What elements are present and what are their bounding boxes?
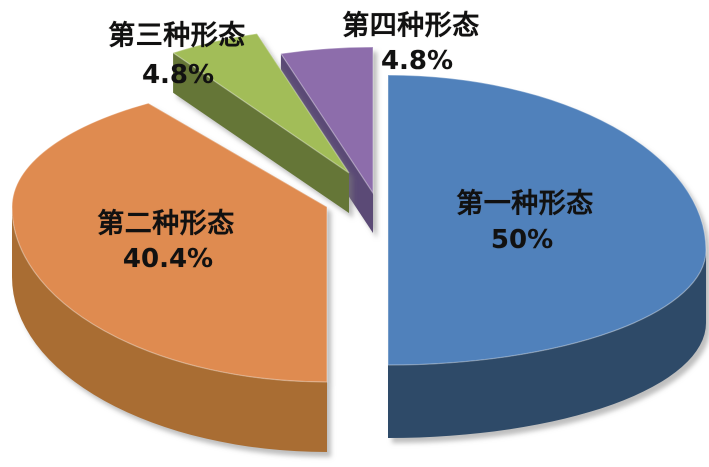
- slice-label-third: 第三种形态: [108, 20, 246, 52]
- pie-slice-1: [387, 74, 707, 438]
- pie-slice-2: [11, 102, 328, 452]
- slice-percent-first: 50%: [490, 225, 554, 255]
- slice-label-first: 第一种形态: [456, 188, 594, 220]
- slice-label-second: 第二种形态: [97, 208, 235, 240]
- pie-slice-3: [171, 32, 350, 213]
- slice-percent-third: 4.8%: [141, 60, 215, 90]
- slice-percent-fourth: 4.8%: [380, 46, 454, 76]
- slice-percent-second: 40.4%: [122, 244, 214, 274]
- slice-label-fourth: 第四种形态: [342, 10, 480, 42]
